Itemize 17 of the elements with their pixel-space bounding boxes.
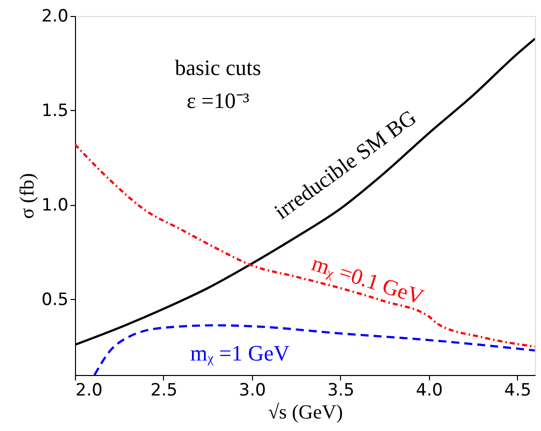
annotation: basic cuts — [174, 55, 262, 80]
series-label: mᵪ =1 GeV — [190, 340, 290, 366]
y-tick-label: 1.0 — [41, 195, 68, 216]
x-tick-label: 2.5 — [150, 380, 178, 400]
x-tick-label: 3.0 — [238, 380, 266, 400]
x-tick-label: 4.0 — [416, 380, 443, 400]
x-axis-title: √s (GeV) — [268, 402, 343, 424]
y-tick-label: 0.5 — [41, 290, 68, 310]
x-tick-label: 4.5 — [504, 380, 532, 400]
x-tick-label: 2.0 — [76, 380, 103, 400]
x-tick-label: 3.5 — [327, 380, 354, 400]
annotation: ε =10⁻³ — [186, 88, 250, 113]
y-axis-title: σ (fb) — [16, 173, 38, 219]
text: mᵪ =0.1 GeV — [308, 250, 427, 310]
line-series — [93, 324, 535, 375]
y-tick-label: 2.0 — [41, 6, 68, 26]
y-tick-label: 1.5 — [41, 100, 68, 121]
